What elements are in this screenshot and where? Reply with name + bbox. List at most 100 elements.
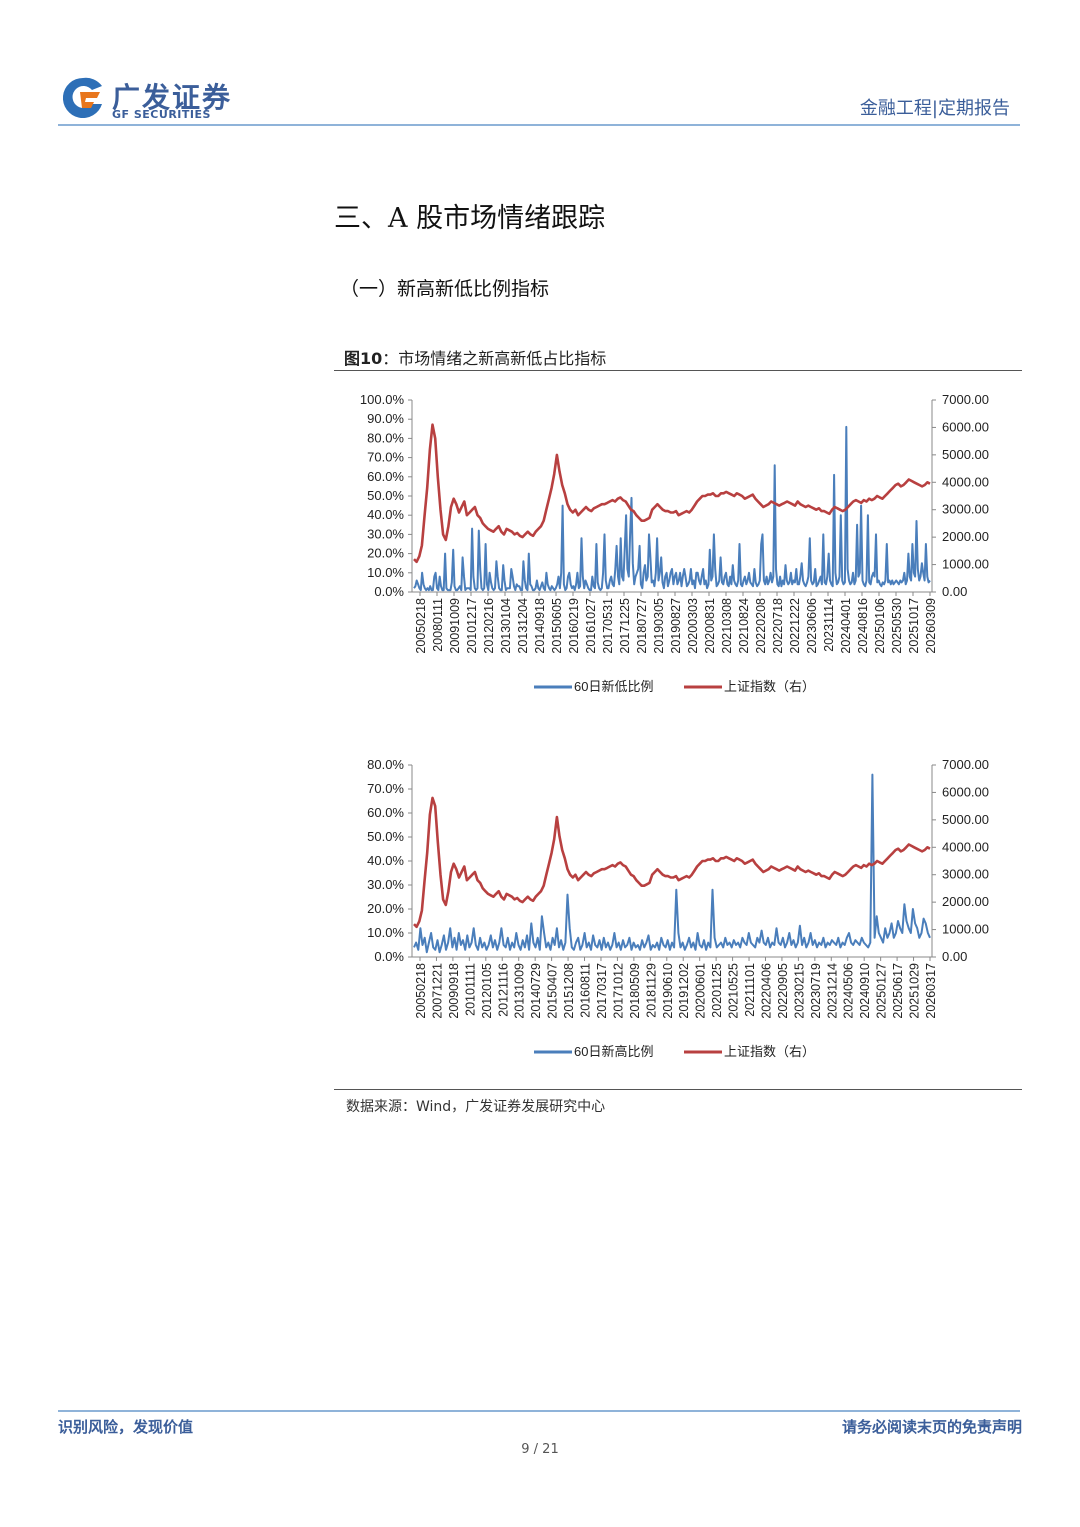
data-source: 数据来源：Wind，广发证券发展研究中心 xyxy=(346,1099,606,1115)
y-right-tick-label: 4000.00 xyxy=(942,839,989,854)
x-tick-label: 20250617 xyxy=(891,963,905,1019)
x-tick-label: 20190305 xyxy=(652,598,666,654)
footer-slogan: 识别风险，发现价值 xyxy=(58,1418,194,1436)
x-tick-label: 20101217 xyxy=(465,598,479,654)
y-left-tick-label: 30.0% xyxy=(367,526,404,541)
x-tick-label: 20220208 xyxy=(754,598,768,654)
header-divider xyxy=(58,124,1020,126)
x-tick-label: 20151208 xyxy=(562,963,576,1019)
x-tick-label: 20251017 xyxy=(907,598,921,654)
x-tick-label: 20231114 xyxy=(822,598,836,652)
figure-caption: ：市场情绪之新高新低占比指标 xyxy=(382,349,607,368)
x-tick-label: 20150407 xyxy=(546,963,560,1019)
x-tick-label: 20140918 xyxy=(533,598,547,654)
y-left-tick-label: 60.0% xyxy=(367,805,404,820)
y-left-tick-label: 40.0% xyxy=(367,507,404,522)
x-tick-label: 20230215 xyxy=(792,963,806,1019)
x-tick-label: 20190827 xyxy=(669,598,683,654)
x-tick-label: 20210308 xyxy=(720,598,734,654)
x-tick-label: 20230719 xyxy=(809,963,823,1019)
y-left-tick-label: 80.0% xyxy=(367,757,404,772)
y-left-tick-label: 10.0% xyxy=(367,565,404,580)
chart-new-low-ratio: 100.0% 90.0% 80.0% 70.0% 60.0% 50.0% 40.0% 30.0… xyxy=(360,392,989,694)
x-tick-label: 20210525 xyxy=(727,963,741,1019)
y-left-tick-label: 90.0% xyxy=(367,411,404,426)
subsection-title: （一）新高新低比例指标 xyxy=(340,278,550,300)
y-right-tick-label: 7000.00 xyxy=(942,392,989,407)
legend-label: 上证指数（右） xyxy=(724,679,815,694)
y-right-tick-label: 2000.00 xyxy=(942,894,989,909)
x-tick-label: 20050218 xyxy=(414,963,428,1019)
y-right-tick-label: 1000.00 xyxy=(942,557,989,572)
x-tick-label: 20260317 xyxy=(924,963,938,1019)
page-number: 9 / 21 xyxy=(521,1442,559,1457)
x-tick-label: 20150605 xyxy=(550,598,564,654)
y-left-tick-label: 30.0% xyxy=(367,877,404,892)
x-tick-label: 20201125 xyxy=(710,963,724,1018)
x-tick-label: 20170531 xyxy=(601,598,615,654)
y-left-tick-label: 20.0% xyxy=(367,901,404,916)
footer-disclaimer: 请务必阅读末页的免责声明 xyxy=(841,1418,1022,1436)
x-tick-label: 20131204 xyxy=(516,598,530,654)
series-line-index xyxy=(413,796,931,929)
x-tick-label: 20220905 xyxy=(776,963,790,1019)
series-line-index xyxy=(413,423,931,564)
y-left-tick-label: 80.0% xyxy=(367,430,404,445)
x-tick-label: 20250530 xyxy=(890,598,904,654)
y-right-tick-label: 6000.00 xyxy=(942,419,989,434)
footer-divider xyxy=(58,1410,1020,1412)
x-tick-label: 20080111 xyxy=(431,598,445,652)
x-tick-label: 20221222 xyxy=(788,598,802,654)
y-left-tick-label: 40.0% xyxy=(367,853,404,868)
y-left-tick-label: 60.0% xyxy=(367,469,404,484)
x-tick-label: 20231214 xyxy=(825,963,839,1019)
figure-title: 图10：市场情绪之新高新低占比指标 xyxy=(344,345,606,369)
report-type: 金融工程|定期报告 xyxy=(859,98,1010,119)
x-tick-label: 20101111 xyxy=(463,963,477,1016)
y-left-tick-label: 0.0% xyxy=(374,949,404,964)
y-left-tick-label: 70.0% xyxy=(367,781,404,796)
x-tick-label: 20260309 xyxy=(924,598,938,654)
y-right-tick-label: 1000.00 xyxy=(942,922,989,937)
x-tick-label: 20121116 xyxy=(496,963,510,1017)
chart-new-high-ratio: 80.0% 70.0% 60.0% 50.0% 40.0% 30.0% 20.0% 10.0%… xyxy=(367,757,989,1059)
y-left-tick-label: 20.0% xyxy=(367,546,404,561)
x-tick-label: 20171012 xyxy=(611,963,625,1019)
y-left-tick-label: 10.0% xyxy=(367,925,404,940)
legend-label: 上证指数（右） xyxy=(724,1044,815,1059)
x-tick-label: 20200303 xyxy=(686,598,700,654)
series-line-ratio xyxy=(413,425,931,592)
x-tick-label: 20171225 xyxy=(618,598,632,654)
y-left-tick-label: 70.0% xyxy=(367,450,404,465)
y-right-tick-label: 7000.00 xyxy=(942,757,989,772)
x-tick-label: 20091009 xyxy=(448,598,462,654)
y-right-tick-label: 0.00 xyxy=(942,949,967,964)
x-tick-label: 20170317 xyxy=(595,963,609,1019)
x-tick-label: 20240816 xyxy=(856,598,870,654)
y-left-tick-label: 100.0% xyxy=(360,392,405,407)
x-tick-label: 20200601 xyxy=(694,963,708,1019)
x-tick-label: 20200831 xyxy=(703,598,717,654)
x-tick-label: 20131009 xyxy=(513,963,527,1019)
logo-cn: 广发证券 xyxy=(112,81,233,114)
x-tick-label: 20220406 xyxy=(759,963,773,1019)
legend-label: 60日新低比例 xyxy=(574,679,653,694)
x-tick-label: 20161027 xyxy=(584,598,598,654)
x-tick-label: 20210824 xyxy=(737,598,751,654)
x-tick-label: 20050218 xyxy=(414,598,428,654)
y-left-tick-label: 0.0% xyxy=(374,584,404,599)
y-right-tick-label: 3000.00 xyxy=(942,502,989,517)
x-tick-label: 20211101 xyxy=(743,963,757,1017)
x-tick-label: 20120216 xyxy=(482,598,496,654)
figure-top-rule xyxy=(334,370,1022,371)
x-tick-label: 20120105 xyxy=(480,963,494,1019)
y-right-tick-label: 4000.00 xyxy=(942,474,989,489)
x-tick-label: 20191202 xyxy=(677,963,691,1019)
section-title: 三、A 股市场情绪跟踪 xyxy=(334,203,606,234)
x-tick-label: 20180509 xyxy=(628,963,642,1019)
y-right-tick-label: 5000.00 xyxy=(942,447,989,462)
x-tick-label: 20190610 xyxy=(661,963,675,1019)
gf-logo-icon xyxy=(62,77,102,118)
figure-label: 图10 xyxy=(344,349,383,368)
legend-label: 60日新高比例 xyxy=(574,1044,653,1059)
